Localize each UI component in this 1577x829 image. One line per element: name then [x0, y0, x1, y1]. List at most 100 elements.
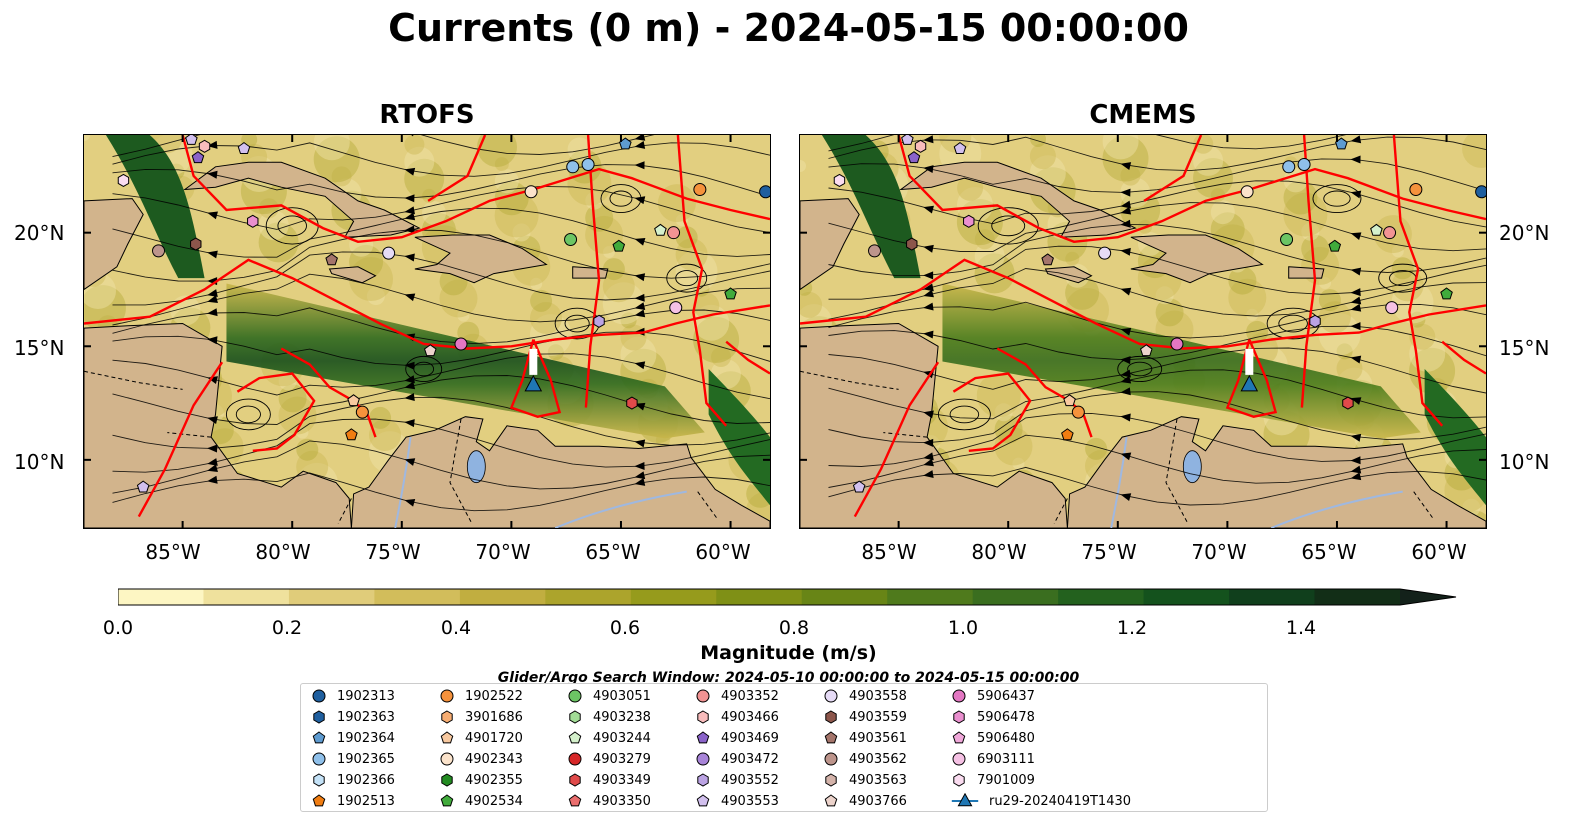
- legend-marker-1902363: [313, 710, 325, 724]
- streamline-arrow: [1350, 232, 1362, 240]
- legend-item: 4903563: [823, 771, 907, 789]
- float-legend-icon: [440, 731, 454, 744]
- eez-boundary: [84, 258, 770, 350]
- float-marker-4903244: [1370, 223, 1383, 236]
- float-marker-4903469: [907, 151, 921, 164]
- legend-label: 4903279: [593, 751, 651, 767]
- eddy-streamline: [609, 190, 633, 207]
- float-legend-icon: [953, 710, 965, 724]
- legend-marker-4903466: [697, 710, 709, 724]
- float-legend-icon: [569, 773, 581, 787]
- cmems-map[interactable]: [799, 134, 1487, 529]
- legend: 1902313 1902363 1902364 1902365 1902366 19025…: [300, 683, 1268, 812]
- float-marker-1902313: [759, 185, 770, 199]
- lon-tick-label: 75°W: [365, 540, 421, 564]
- streamline-arrow: [634, 361, 646, 370]
- float-legend-icon: [824, 752, 838, 766]
- legend-marker-4901720: [440, 731, 454, 744]
- colorbar-segment: [630, 589, 717, 605]
- legend-item: 1902363: [311, 708, 395, 726]
- streamline-arrow: [207, 458, 218, 466]
- land-mass: [414, 234, 548, 284]
- streamline: [112, 142, 770, 177]
- rtofs-map[interactable]: [83, 134, 771, 529]
- legend-item: 4903469: [695, 729, 779, 747]
- float-marker-4903553: [953, 142, 967, 154]
- eddy-streamline: [413, 361, 435, 377]
- streamline-arrow: [404, 293, 416, 302]
- float-marker-4901720: [1063, 394, 1076, 407]
- eez-boundary: [952, 372, 1032, 452]
- legend-marker-4903561: [824, 731, 838, 744]
- streamline-arrow: [634, 135, 646, 141]
- streamline-arrow: [207, 211, 218, 220]
- land-mass: [350, 416, 770, 528]
- colorbar-tick-label: 0.6: [609, 617, 641, 639]
- streamline-arrow: [1120, 247, 1131, 256]
- float-marker-4903766: [1139, 344, 1153, 357]
- float-legend-icon: [696, 731, 710, 744]
- float-marker-4903352: [667, 226, 681, 240]
- colorbar-tick-label: 0.2: [271, 617, 303, 639]
- legend-item: 4903561: [823, 729, 907, 747]
- float-legend-icon: [568, 794, 582, 807]
- float-legend-icon: [440, 794, 454, 807]
- streamline-arrow: [404, 419, 415, 428]
- legend-marker-4903472: [696, 752, 710, 766]
- legend-marker-4903766: [824, 794, 838, 807]
- river: [394, 437, 412, 528]
- legend-marker-5906478: [953, 710, 965, 724]
- streamline-arrow: [1350, 456, 1361, 465]
- streamline-arrow: [1120, 206, 1132, 215]
- country-border: [1165, 418, 1189, 524]
- float-marker-6903111: [1385, 301, 1399, 315]
- eddy-streamline: [405, 355, 443, 383]
- streamline-arrow: [923, 410, 934, 419]
- panel-title-cmems: CMEMS: [1089, 100, 1197, 130]
- float-legend-icon: [440, 752, 454, 766]
- eez-boundary: [584, 135, 601, 408]
- eez-boundary: [1143, 135, 1203, 202]
- lon-tick-label: 85°W: [145, 540, 201, 564]
- legend-item: 5906478: [951, 708, 1035, 726]
- streamline-arrow: [634, 309, 646, 318]
- legend-label: 4903350: [593, 793, 651, 809]
- colorbar-segment: [1058, 589, 1145, 605]
- land-mass: [800, 322, 1068, 528]
- float-marker-4903562: [868, 244, 882, 258]
- float-legend-icon: [825, 710, 837, 724]
- float-marker-1902365: [566, 160, 580, 174]
- legend-marker-6903111: [952, 752, 966, 766]
- eddy-streamline: [949, 405, 980, 424]
- streamline-arrow: [923, 165, 934, 174]
- float-legend-icon: [569, 710, 581, 724]
- glider-marker: [524, 374, 543, 392]
- streamline-arrow: [1350, 465, 1362, 474]
- legend-marker-ru29-20240419T1430: [951, 793, 979, 807]
- legend-marker-4902355: [441, 773, 453, 787]
- streamline-arrow: [634, 141, 646, 149]
- legend-label: 4903561: [849, 730, 907, 746]
- legend-label: 4902343: [465, 751, 523, 767]
- float-marker-7901009: [833, 173, 846, 188]
- streamline-arrow: [1120, 200, 1131, 209]
- float-marker-4903466: [198, 139, 211, 153]
- streamline-arrow: [207, 140, 218, 149]
- streamline-arrow: [207, 289, 218, 297]
- legend-marker-1902365: [312, 752, 326, 766]
- streamline: [112, 307, 770, 345]
- land-mass: [1066, 416, 1486, 528]
- float-marker-4903553: [901, 135, 914, 145]
- country-border: [883, 432, 928, 438]
- streamline-arrow: [404, 212, 416, 221]
- float-marker-1902513: [345, 428, 358, 441]
- country-border: [1053, 498, 1068, 524]
- legend-marker-4903051: [568, 689, 582, 703]
- legend-marker-4903349: [569, 773, 581, 787]
- lon-tick-label: 80°W: [971, 540, 1027, 564]
- legend-label: 4901720: [465, 730, 523, 746]
- streamline: [112, 418, 770, 473]
- eddy-streamline: [1378, 263, 1428, 293]
- streamline-arrow: [634, 238, 646, 246]
- legend-label: 4903244: [593, 730, 651, 746]
